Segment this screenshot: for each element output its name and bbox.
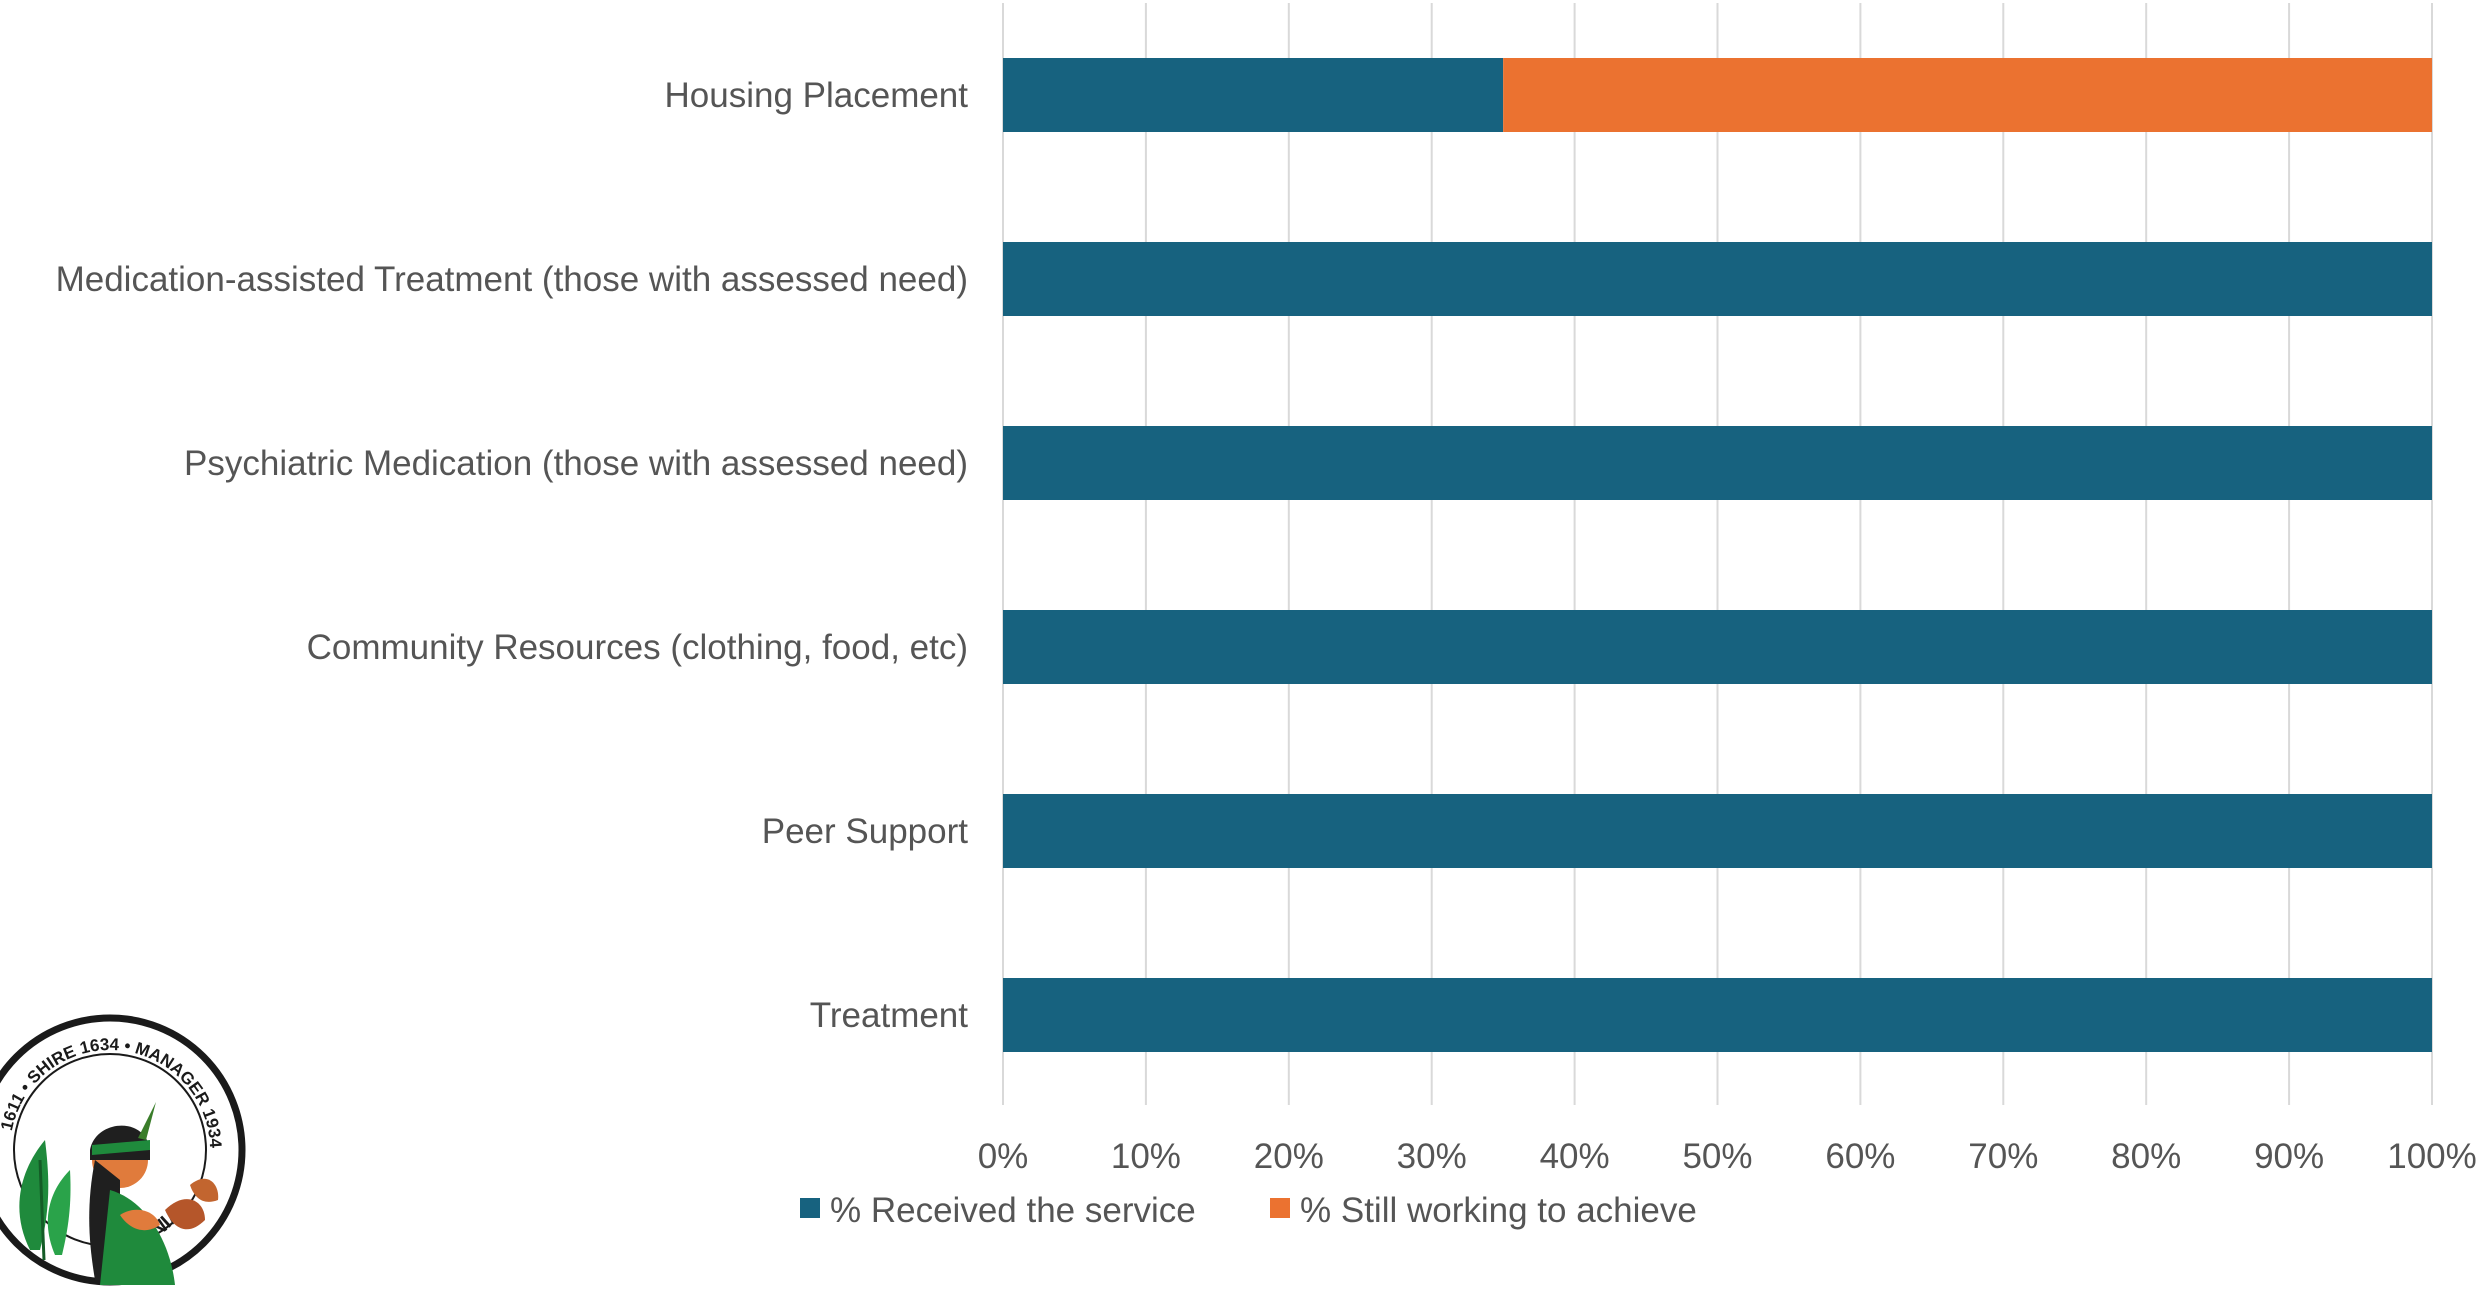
- bar-segment: [1003, 242, 2432, 316]
- legend-swatch: [1270, 1198, 1290, 1218]
- x-tick-label: 10%: [1111, 1137, 1181, 1176]
- legend-label: % Still working to achieve: [1300, 1191, 1697, 1230]
- stacked-bar-chart: Housing Placement Medication-assisted Tre…: [56, 3, 2477, 1230]
- county-seal-logo: 1611 • SHIRE 1634 • MANAGER 1934 • VIRGI…: [0, 1010, 246, 1286]
- bar-segment: [1003, 978, 2432, 1052]
- bars: [1003, 58, 2432, 1052]
- category-label: Psychiatric Medication (those with asses…: [184, 444, 968, 483]
- category-label: Community Resources (clothing, food, etc…: [307, 628, 968, 667]
- legend-swatch: [800, 1198, 820, 1218]
- bar-segment: [1003, 794, 2432, 868]
- x-tick-label: 30%: [1397, 1137, 1467, 1176]
- x-tick-label: 0%: [978, 1137, 1029, 1176]
- x-tick-label: 70%: [1968, 1137, 2038, 1176]
- gridlines: [1002, 3, 2433, 1105]
- bar-segment: [1003, 610, 2432, 684]
- legend-label: % Received the service: [830, 1191, 1196, 1230]
- x-tick-label: 50%: [1682, 1137, 1752, 1176]
- legend: % Received the service % Still working to…: [800, 1191, 1697, 1230]
- x-tick-label: 20%: [1254, 1137, 1324, 1176]
- category-label: Treatment: [810, 996, 968, 1035]
- x-tick-label: 80%: [2111, 1137, 2181, 1176]
- x-axis-tick-labels: 0% 10% 20% 30% 40% 50% 60% 70% 80% 90% 100%: [978, 1137, 2477, 1176]
- category-labels: Housing Placement Medication-assisted Tre…: [56, 76, 969, 1035]
- x-tick-label: 40%: [1540, 1137, 1610, 1176]
- x-tick-label: 90%: [2254, 1137, 2324, 1176]
- x-tick-label: 60%: [1825, 1137, 1895, 1176]
- bar-segment: [1003, 58, 1504, 132]
- category-label: Housing Placement: [665, 76, 969, 115]
- category-label: Medication-assisted Treatment (those wit…: [56, 260, 968, 299]
- bar-segment: [1003, 426, 2432, 500]
- bar-segment: [1503, 58, 2432, 132]
- x-tick-label: 100%: [2387, 1137, 2477, 1176]
- category-label: Peer Support: [762, 812, 969, 851]
